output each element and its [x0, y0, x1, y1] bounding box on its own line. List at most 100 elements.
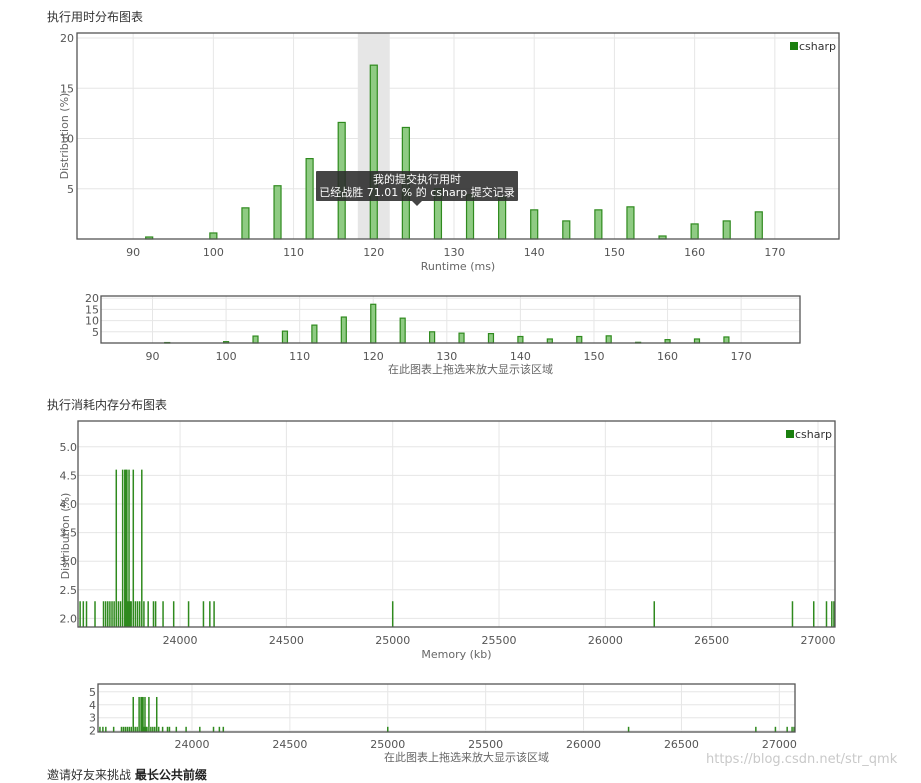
x-tick-label: 110: [289, 350, 310, 363]
bar: [487, 333, 495, 344]
bar: [755, 726, 757, 732]
bar: [305, 158, 314, 240]
bar: [134, 726, 136, 732]
y-tick-label: 10: [60, 133, 74, 146]
bar: [143, 601, 145, 627]
bar: [281, 330, 289, 344]
bar: [136, 726, 138, 732]
y-tick-label: 10: [85, 315, 99, 328]
bar: [429, 331, 436, 344]
x-tick-label: 160: [657, 350, 678, 363]
x-tick-label: 140: [524, 246, 545, 259]
y-tick-label: 20: [60, 32, 74, 45]
bar: [128, 469, 130, 627]
bar: [605, 335, 612, 344]
y-tick-label: 3.5: [60, 527, 78, 540]
y-axis-title: Distribution (%): [59, 493, 72, 580]
bar: [109, 601, 111, 627]
bar: [723, 336, 730, 344]
bar: [124, 726, 127, 732]
bar: [119, 601, 122, 627]
legend-swatch: [790, 42, 798, 50]
bar: [115, 469, 118, 627]
bar: [833, 601, 835, 627]
x-tick-label: 120: [363, 246, 384, 259]
bar: [690, 223, 699, 240]
x-axis-title: Memory (kb): [421, 648, 491, 661]
bar: [141, 696, 143, 732]
bar: [370, 303, 377, 344]
bar: [166, 726, 169, 732]
bar: [530, 209, 539, 240]
bar: [154, 601, 157, 627]
y-tick-label: 15: [85, 303, 99, 316]
bar: [144, 696, 146, 732]
y-tick-label: 2.5: [60, 584, 78, 597]
bar: [498, 196, 507, 240]
bar: [104, 601, 107, 627]
y-tick-label: 3.0: [60, 555, 78, 568]
x-tick-label: 24000: [163, 634, 198, 647]
bar: [791, 601, 794, 627]
plot-frame: [76, 32, 840, 240]
y-tick-label: 20: [85, 292, 99, 305]
bar: [273, 185, 282, 240]
x-axis-title: 在此图表上拖选来放大显示该区域: [388, 362, 553, 376]
tooltip-arrow: [412, 201, 422, 206]
bar: [213, 601, 215, 627]
bar: [102, 726, 104, 732]
x-tick-label: 25500: [468, 738, 503, 751]
bar: [754, 211, 763, 240]
bar: [145, 726, 147, 732]
bar: [152, 601, 155, 627]
x-axis-title: 在此图表上拖选来放大显示该区域: [384, 750, 549, 764]
y-tick-label: 5: [89, 686, 96, 699]
x-axis-title: Runtime (ms): [421, 260, 495, 273]
y-axis-title: Distribution (%): [58, 93, 71, 180]
bar: [126, 469, 128, 627]
tooltip-box: [316, 171, 518, 201]
x-tick-label: 25500: [482, 634, 517, 647]
bar: [94, 601, 96, 627]
bar: [79, 601, 81, 627]
legend-swatch: [786, 430, 794, 438]
bar: [141, 469, 143, 627]
bar: [175, 726, 178, 732]
bar: [627, 726, 630, 732]
bar: [212, 726, 215, 732]
legend-label: csharp: [795, 428, 832, 441]
bar: [126, 726, 129, 732]
bar: [653, 601, 656, 627]
x-tick-label: 24500: [269, 634, 304, 647]
plot-frame: [100, 295, 801, 344]
bar: [209, 601, 211, 627]
bar: [209, 232, 218, 240]
plot-frame: [77, 420, 836, 628]
x-tick-label: 110: [283, 246, 304, 259]
bar: [112, 726, 115, 732]
y-tick-label: 15: [60, 82, 74, 95]
legend-label: csharp: [799, 40, 836, 53]
bar: [786, 726, 788, 732]
x-tick-label: 26000: [588, 634, 623, 647]
bar: [121, 469, 124, 627]
bar: [142, 696, 144, 732]
memory-section-title: 执行消耗内存分布图表: [47, 398, 168, 412]
tooltip-line1: 我的提交执行用时: [373, 172, 461, 186]
x-tick-label: 130: [436, 350, 457, 363]
bar: [387, 726, 389, 732]
bar: [774, 726, 777, 732]
watermark: https://blog.csdn.net/str_qmk: [706, 752, 898, 767]
bar: [812, 601, 815, 627]
x-tick-label: 25000: [370, 738, 405, 751]
footer-problem-link[interactable]: 最长公共前缀: [134, 768, 207, 782]
bar: [132, 469, 135, 627]
x-tick-label: 90: [126, 246, 140, 259]
y-tick-label: 3: [89, 712, 96, 725]
x-tick-label: 24000: [174, 738, 209, 751]
bar: [222, 726, 225, 732]
x-tick-label: 170: [764, 246, 785, 259]
y-tick-label: 4.5: [60, 469, 78, 482]
